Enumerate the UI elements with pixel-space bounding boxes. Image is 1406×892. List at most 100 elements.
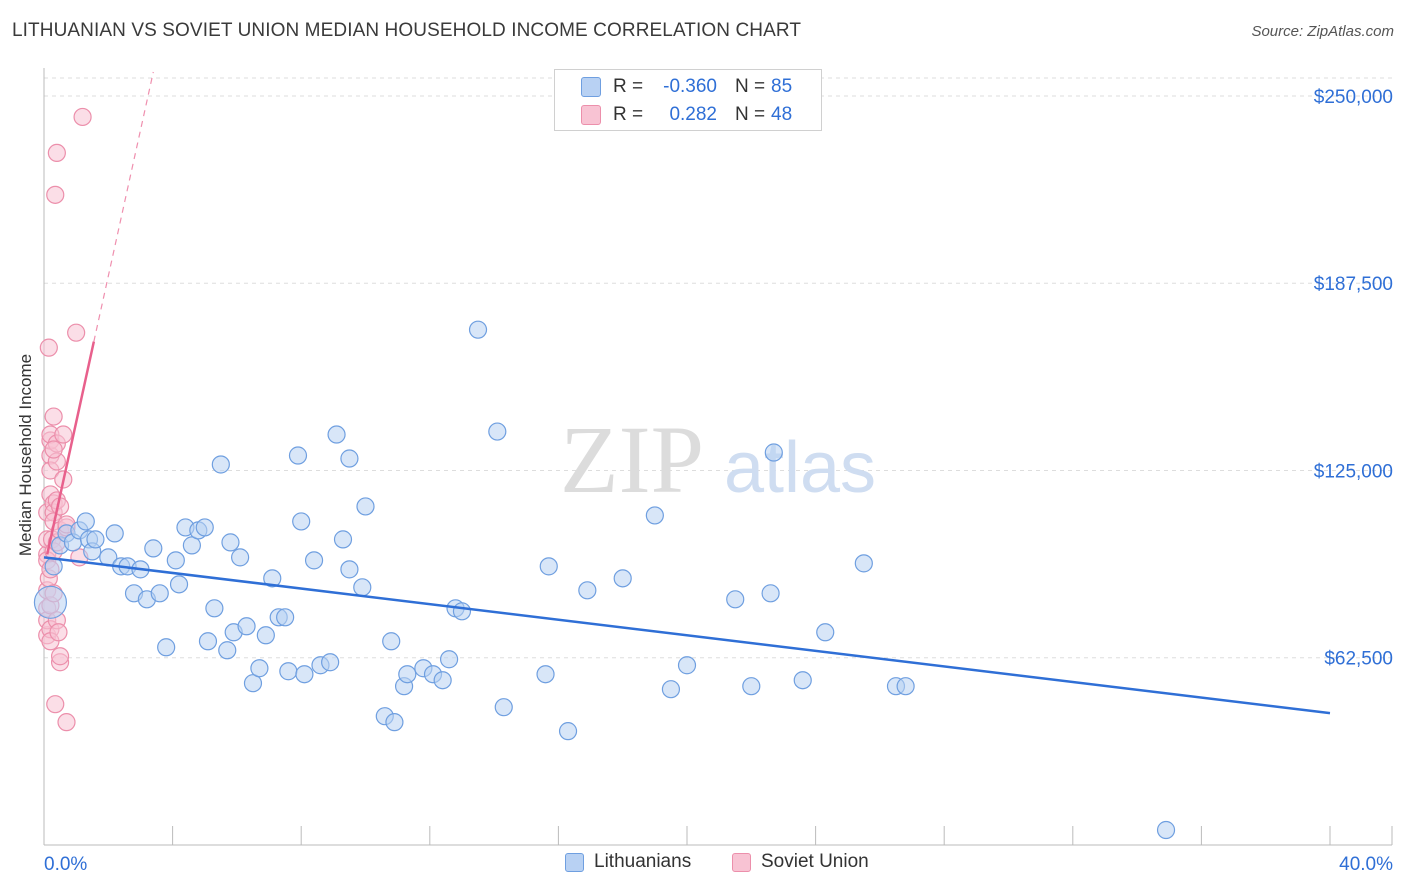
lithuanians-point	[764, 443, 783, 462]
lithuanians-point	[327, 425, 346, 444]
lithuanians-point	[144, 539, 163, 558]
lithuanians-point	[33, 585, 68, 619]
soviet-union-point	[46, 185, 65, 204]
legend-item-soviet-union[interactable]: Soviet Union	[732, 851, 869, 873]
lithuanians-point	[896, 677, 915, 696]
legend-item-lithuanians[interactable]: Lithuanians	[565, 851, 691, 873]
soviet-union-point	[57, 713, 76, 732]
lithuanians-point	[263, 569, 282, 588]
lithuanians-point	[398, 665, 417, 684]
legend-row-soviet-union: R = 0.282 N = 48	[555, 101, 821, 129]
lithuanians-point	[276, 608, 295, 627]
watermark-atlas: atlas	[724, 428, 876, 508]
lithuanians-point	[166, 551, 185, 570]
soviet-union-point	[39, 338, 58, 357]
y-tick-label: $62,500	[1324, 649, 1393, 670]
lithuanians-point	[150, 584, 169, 603]
lithuanians-point	[793, 671, 812, 690]
lithuanians-point	[488, 422, 507, 441]
lithuanians-point	[157, 638, 176, 657]
lithuanians-point	[468, 320, 488, 339]
lithuanians-point	[677, 656, 697, 675]
lithuanians-point	[333, 530, 353, 549]
lithuanians-point	[169, 575, 189, 594]
lithuanians-points	[33, 320, 1176, 840]
chart-title: LITHUANIAN VS SOVIET UNION MEDIAN HOUSEH…	[12, 20, 802, 41]
lithuanians-point	[205, 599, 224, 618]
lithuanians-point	[356, 497, 375, 516]
lithuanians-point	[854, 554, 873, 573]
legend-swatch-soviet-union	[581, 105, 601, 125]
lithuanians-point	[86, 530, 105, 549]
soviet-union-point	[50, 647, 70, 666]
r-label: R =	[613, 104, 644, 125]
y-tick-labels: $62,500 $125,000 $187,500 $250,000	[1314, 87, 1393, 670]
n-label: N =	[735, 76, 766, 97]
lithuanians-point	[613, 569, 632, 588]
soviet-union-point	[54, 425, 73, 444]
y-tick-label: $125,000	[1314, 461, 1393, 482]
source-credit: Source: ZipAtlas.com	[1251, 23, 1394, 40]
lithuanians-point	[578, 581, 597, 600]
legend-swatch-soviet-union	[732, 852, 751, 872]
lithuanians-point	[211, 455, 230, 474]
lithuanians-trendline	[43, 556, 1331, 715]
x-tick-label: 0.0%	[44, 854, 87, 875]
lithuanians-point	[1156, 820, 1176, 840]
soviet-union-trendline-extension	[93, 71, 154, 342]
lithuanians-point	[433, 671, 452, 690]
legend-swatch-lithuanians	[565, 852, 584, 872]
lithuanians-point	[279, 662, 298, 681]
lithuanians-point	[340, 449, 359, 468]
lithuanians-point	[385, 713, 404, 732]
series-legend: Lithuanians Soviet Union	[0, 851, 1406, 877]
lithuanians-point	[452, 602, 472, 621]
lithuanians-point	[76, 512, 95, 531]
soviet-union-point	[73, 107, 92, 127]
lithuanians-point	[536, 665, 555, 684]
watermark: ZIP atlas	[560, 406, 876, 513]
lithuanians-point	[661, 680, 681, 699]
legend-swatch-lithuanians	[581, 77, 601, 97]
lithuanians-point	[288, 446, 308, 465]
x-tick-labels: 0.0% 40.0%	[44, 854, 1393, 875]
lithuanians-point	[292, 512, 311, 531]
r-label: R =	[613, 76, 644, 97]
grid-lines	[44, 77, 1392, 659]
soviet-union-point	[44, 440, 63, 459]
lithuanians-point	[761, 584, 780, 603]
lithuanians-point	[816, 623, 835, 642]
legend-label: Lithuanians	[594, 851, 692, 872]
lithuanians-point	[321, 653, 340, 672]
lithuanians-point	[231, 548, 250, 567]
x-tick-label: 40.0%	[1339, 854, 1393, 875]
lithuanians-point	[304, 551, 324, 570]
lithuanians-point	[105, 524, 124, 543]
lithuanians-point	[195, 518, 214, 537]
watermark-zip: ZIP	[560, 406, 704, 513]
lithuanians-point	[726, 590, 745, 609]
lithuanians-point	[353, 578, 372, 597]
lithuanians-point	[439, 650, 459, 669]
soviet-union-point	[44, 407, 63, 426]
n-value: 48	[771, 104, 793, 125]
lithuanians-point	[218, 641, 237, 660]
y-tick-label: $250,000	[1314, 87, 1393, 108]
r-value: 0.282	[669, 104, 717, 125]
lithuanians-point	[256, 626, 275, 645]
lithuanians-point	[243, 674, 263, 693]
lithuanians-point	[182, 536, 201, 555]
lithuanians-point	[295, 665, 314, 684]
soviet-union-point	[49, 623, 68, 642]
n-value: 85	[771, 76, 793, 97]
lithuanians-point	[558, 722, 578, 741]
lithuanians-point	[198, 632, 218, 651]
soviet-union-point	[67, 323, 86, 342]
lithuanians-point	[237, 617, 256, 636]
lithuanians-point	[382, 632, 401, 651]
soviet-union-trendline	[45, 341, 96, 555]
soviet-union-points	[38, 107, 92, 732]
soviet-union-point	[46, 695, 65, 714]
lithuanians-point	[742, 677, 761, 696]
